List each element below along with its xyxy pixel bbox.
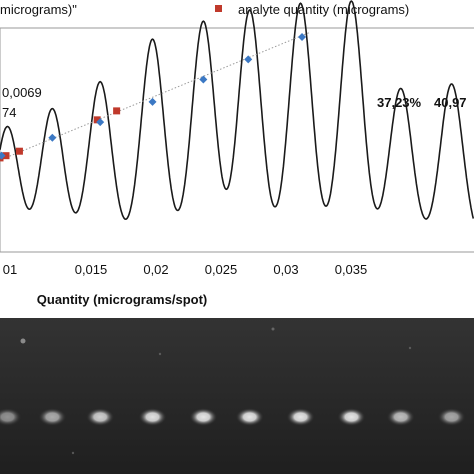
x-tick-label: 0,035: [335, 262, 368, 277]
x-tick-label: 0,025: [205, 262, 238, 277]
plate-speck: [20, 338, 26, 344]
analyte-point: [15, 147, 23, 155]
plate-spot: [189, 408, 218, 426]
plate-spot: [0, 408, 22, 426]
legend-entry-1-label: micrograms)": [0, 2, 77, 17]
standard-point: [48, 133, 57, 142]
plot-area: [0, 0, 474, 221]
plate-spot: [337, 408, 366, 426]
tlc-plate-photo: [0, 318, 474, 474]
annotation-peak-10-percent: 40,97: [434, 95, 467, 110]
analyte-point: [93, 116, 101, 124]
plate-spot: [86, 408, 115, 426]
standard-point: [0, 151, 6, 160]
x-axis-title: Quantity (micrograms/spot): [37, 292, 207, 307]
standard-point: [148, 97, 157, 106]
plate-speck: [408, 346, 412, 350]
legend-entry-2-marker: [215, 5, 222, 12]
trend-line: [0, 32, 310, 161]
x-tick-label: 0,015: [75, 262, 108, 277]
standard-point: [244, 55, 253, 64]
standard-point: [199, 75, 208, 84]
plate-spot: [286, 408, 315, 426]
x-tick-label: 0,02: [143, 262, 168, 277]
x-axis: 01 0,015 0,02 0,025 0,03 0,035 Quantity …: [3, 262, 368, 307]
plate-spot: [437, 408, 466, 426]
densitometric-trace: [0, 0, 474, 221]
plate-spot: [386, 408, 415, 426]
plot-frame: [0, 27, 474, 253]
plate-spot: [235, 408, 264, 426]
annotations: 0,0069 74 37,23% 40,97: [2, 85, 467, 120]
plate-background: [0, 318, 474, 474]
analyte-point: [2, 152, 10, 160]
x-tick-label: 0,03: [273, 262, 298, 277]
densitogram-chart: micrograms)" analyte quantity (microgram…: [0, 0, 474, 307]
plate-specks: [20, 327, 412, 455]
legend: micrograms)" analyte quantity (microgram…: [0, 2, 409, 17]
x-tick-label: 01: [3, 262, 17, 277]
annotation-regression-intercept: 0,0069: [2, 85, 42, 100]
standard-point: [96, 118, 105, 127]
analyte-point: [113, 107, 121, 115]
annotation-peak-9-percent: 37,23%: [377, 95, 422, 110]
tlc-plate-image: [0, 318, 474, 474]
plate-speck: [271, 327, 275, 331]
standard-point: [298, 32, 307, 41]
plate-spot: [38, 408, 67, 426]
legend-entry-2-label: analyte quantity (micrograms): [238, 2, 409, 17]
plate-speck: [158, 352, 162, 356]
plate-spots: [0, 408, 466, 426]
annotation-regression-r2: 74: [2, 105, 16, 120]
plate-spot: [138, 408, 167, 426]
plate-speck: [71, 451, 75, 455]
